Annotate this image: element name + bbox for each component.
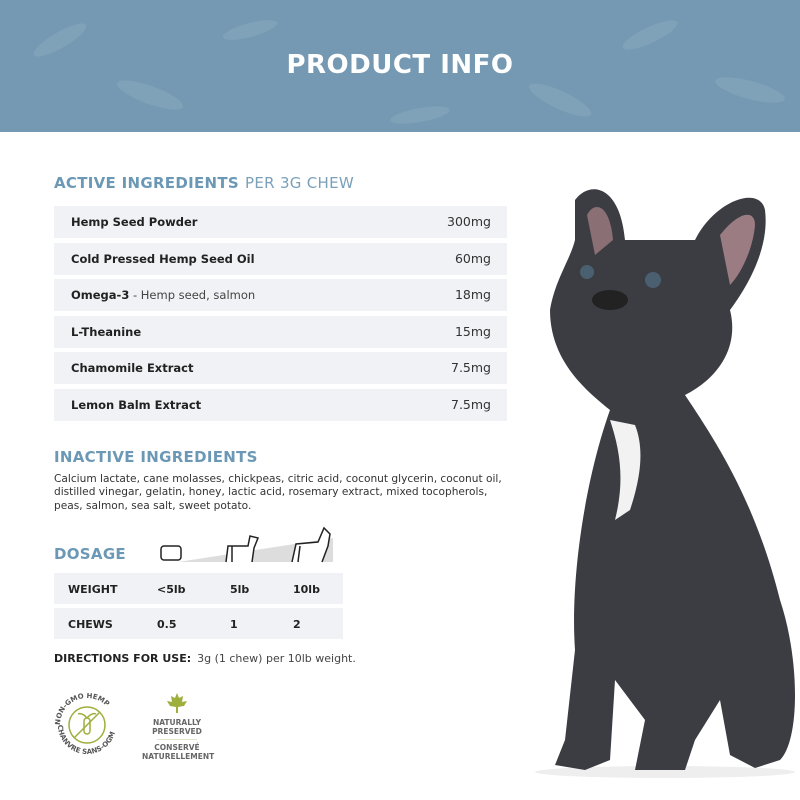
ingredient-name: Cold Pressed Hemp Seed Oil: [71, 252, 255, 266]
large-dog-icon: [291, 526, 331, 563]
ingredient-amount: 7.5mg: [451, 396, 491, 412]
ingredient-name-text: Omega-3: [71, 288, 130, 302]
ingredient-name-text: L-Theanine: [71, 324, 142, 339]
ingredient-row: L-Theanine 15mg: [54, 315, 507, 348]
heading-subtitle: PER 3G CHEW: [245, 174, 355, 192]
dosage-cell: 10lb: [293, 583, 320, 596]
ingredient-row: Omega-3 - Hemp seed, salmon 18mg: [54, 279, 507, 311]
ingredient-amount: 300mg: [447, 214, 491, 229]
svg-text:NON-GMO HEMP: NON-GMO HEMP: [54, 692, 111, 725]
ingredient-row: Hemp Seed Powder 300mg: [54, 206, 507, 238]
ingredient-name-text: Cold Pressed Hemp Seed Oil: [71, 251, 255, 266]
small-dog-icon: [160, 545, 182, 561]
ingredient-name: Lemon Balm Extract: [71, 398, 201, 412]
ingredient-name-text: Lemon Balm Extract: [71, 397, 202, 412]
directions: DIRECTIONS FOR USE: 3g (1 chew) per 10lb …: [54, 652, 356, 665]
active-ingredients-heading: ACTIVE INGREDIENTS PER 3G CHEW: [54, 174, 354, 192]
badge-line: CONSERVÉ: [154, 743, 200, 752]
badge-line: NATURALLY: [152, 718, 202, 727]
ingredient-name-text: Hemp Seed Powder: [71, 215, 198, 229]
ingredient-name: L-Theanine: [71, 325, 141, 339]
naturally-preserved-badge: NATURALLY PRESERVED CONSERVÉ NATURELLEME…: [142, 718, 215, 761]
dosage-row: CHEWS 0.5 1 2: [54, 608, 343, 639]
badge-bottom-text: CHANVRE SANS-OGM: [56, 724, 117, 756]
dosage-row-label: WEIGHT: [68, 583, 118, 596]
page-title: PRODUCT INFO: [286, 50, 514, 80]
dosage-cell: 5lb: [230, 583, 250, 596]
ingredient-name: Omega-3 - Hemp seed, salmon: [71, 288, 255, 302]
heading-text: ACTIVE INGREDIENTS: [54, 174, 240, 192]
badge-top-text: NON-GMO HEMP: [54, 692, 111, 725]
medium-dog-icon: [225, 535, 260, 563]
dog-size-illustration: [160, 526, 333, 563]
ingredient-row: Lemon Balm Extract 7.5mg: [54, 388, 507, 421]
inactive-ingredients-text: Calcium lactate, cane molasses, chickpea…: [54, 473, 502, 512]
ingredient-row: Chamomile Extract 7.5mg: [54, 352, 507, 384]
ingredient-detail: - Hemp seed, salmon: [129, 288, 256, 302]
dosage-row-label: CHEWS: [68, 618, 113, 631]
ingredient-name: Chamomile Extract: [71, 361, 193, 375]
ingredient-amount: 18mg: [454, 287, 491, 302]
ingredient-amount: 7.5mg: [451, 360, 491, 375]
ingredient-row: Cold Pressed Hemp Seed Oil 60mg: [54, 242, 507, 275]
french-bulldog-photo: [535, 189, 795, 778]
maple-leaf-icon: [167, 693, 187, 713]
directions-label: DIRECTIONS FOR USE:: [54, 652, 192, 665]
dosage-cell: 0.5: [157, 618, 177, 631]
dosage-cell: <5lb: [157, 583, 186, 596]
dosage-cell: 2: [293, 618, 301, 631]
ingredient-name-text: Chamomile Extract: [71, 361, 194, 375]
inactive-ingredients-heading: INACTIVE INGREDIENTS: [54, 448, 258, 466]
dosage-heading: DOSAGE: [54, 545, 126, 563]
non-gmo-hemp-badge: NON-GMO HEMP CHANVRE SANS-OGM: [54, 692, 117, 756]
ingredient-amount: 15mg: [454, 323, 491, 339]
badge-line: PRESERVED: [152, 727, 202, 736]
directions-text: 3g (1 chew) per 10lb weight.: [197, 652, 356, 665]
dosage-row: WEIGHT <5lb 5lb 10lb: [54, 573, 343, 604]
badge-line: NATURELLEMENT: [142, 752, 215, 761]
ingredient-name: Hemp Seed Powder: [71, 215, 197, 229]
leaf-pattern-decoration: [33, 20, 785, 124]
dosage-cell: 1: [230, 618, 238, 631]
header-banner: PRODUCT INFO: [0, 0, 800, 132]
svg-text:CHANVRE SANS-OGM: CHANVRE SANS-OGM: [56, 724, 117, 756]
ingredient-amount: 60mg: [454, 250, 491, 266]
